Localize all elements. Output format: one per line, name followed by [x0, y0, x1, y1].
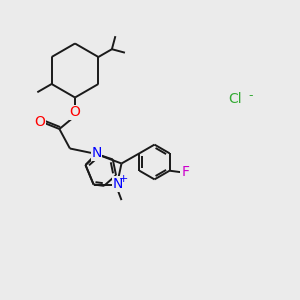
Text: N: N: [92, 146, 102, 160]
Text: O: O: [70, 106, 80, 119]
Text: -: -: [248, 89, 253, 103]
Text: F: F: [181, 165, 189, 179]
Text: Cl: Cl: [229, 92, 242, 106]
Text: N: N: [112, 177, 123, 191]
Text: +: +: [119, 173, 128, 184]
Text: O: O: [34, 115, 45, 128]
